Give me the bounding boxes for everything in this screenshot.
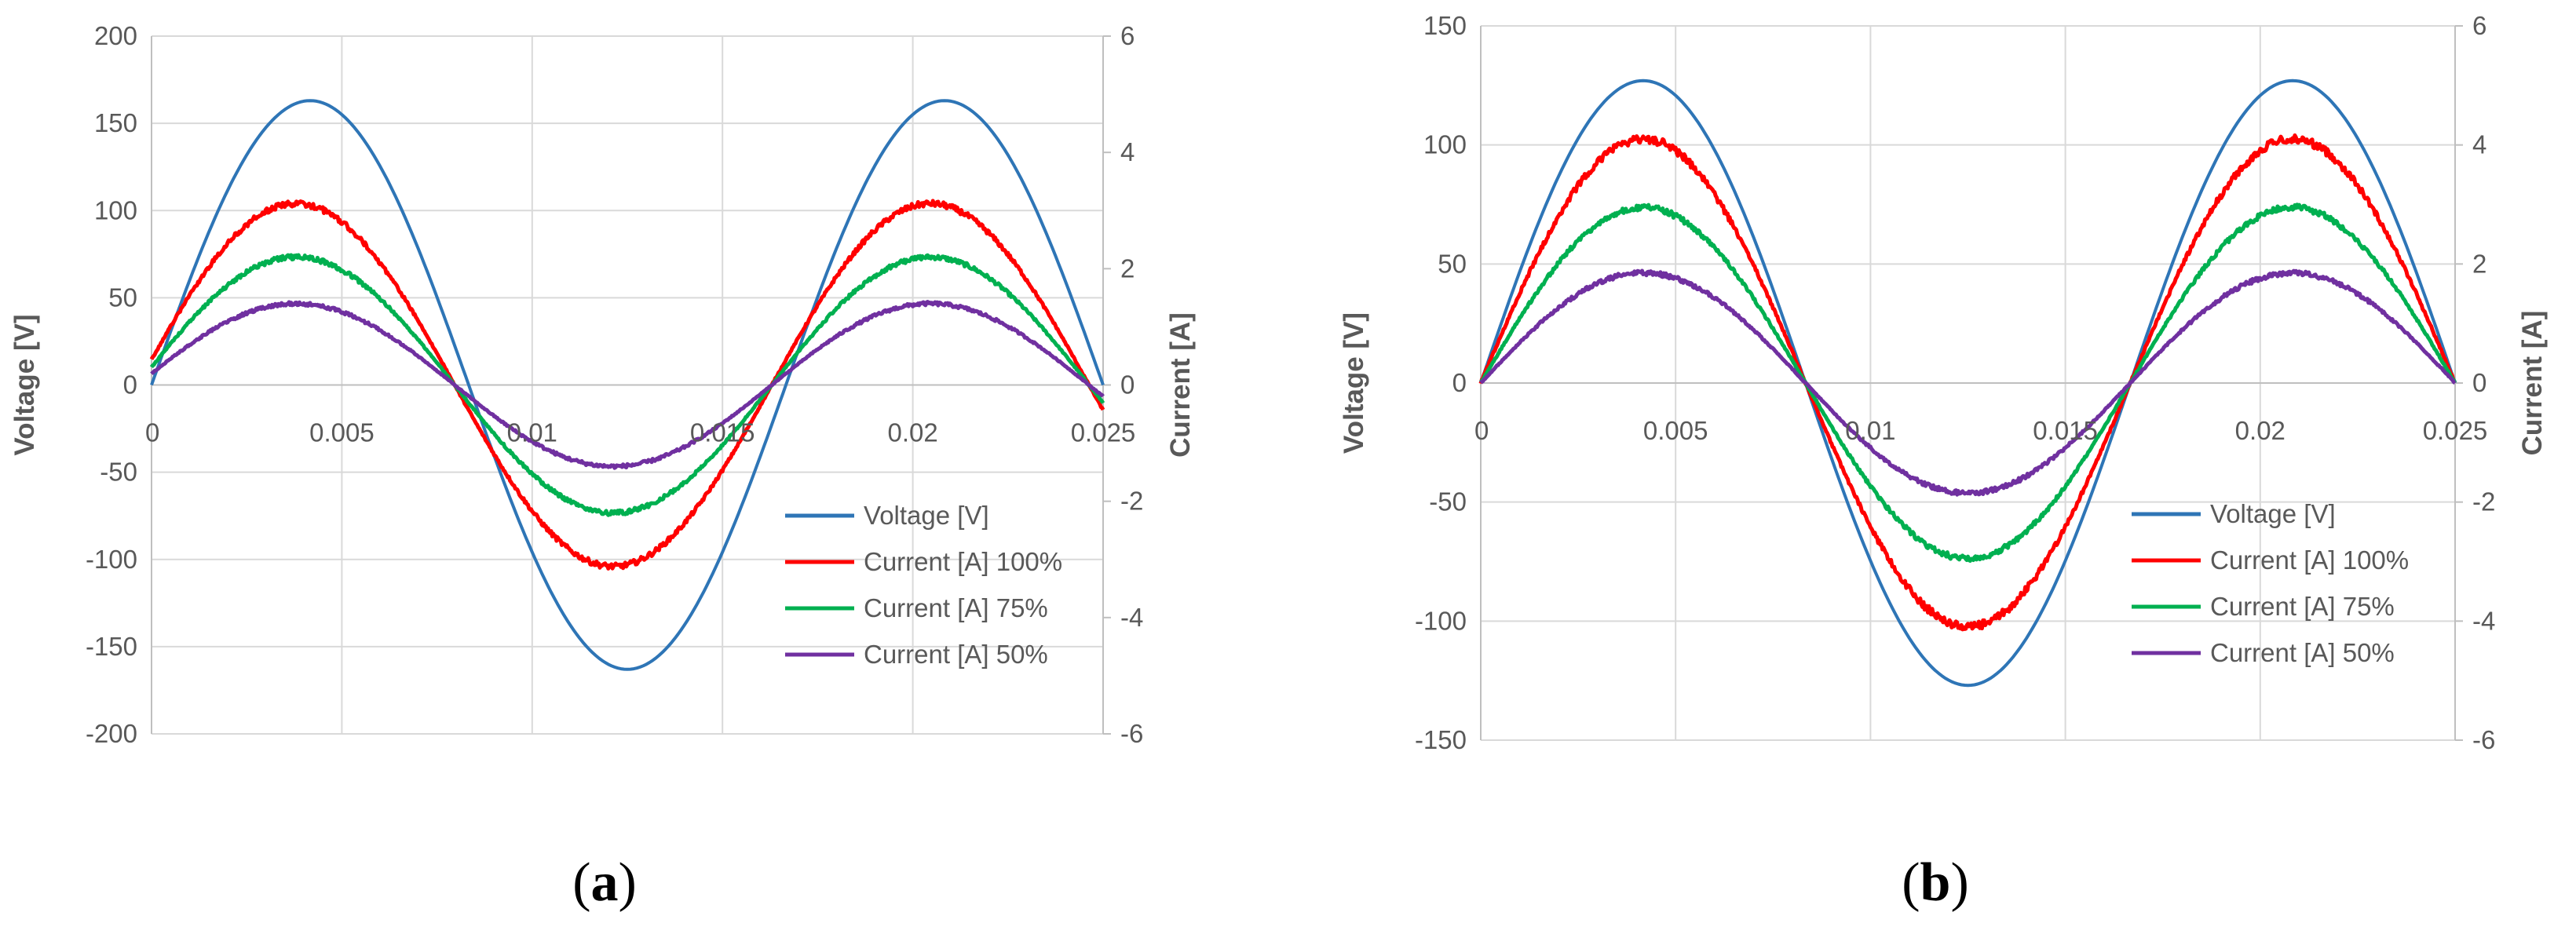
y-tick-label: -150 [1415,725,1467,754]
y-axis-title: Voltage [V] [9,314,40,455]
y-tick-label: -200 [86,719,137,748]
y-tick-label: -100 [86,545,137,574]
y-tick-label: 50 [108,283,137,312]
y2-tick-label: 4 [1120,137,1135,166]
x-tick-label: 0.005 [309,418,375,447]
y2-tick-label: 6 [2472,11,2486,40]
y-tick-label: 150 [94,108,137,137]
y-axis-title: Voltage [V] [1339,312,1369,454]
y2-tick-label: 2 [1120,254,1135,283]
y-tick-label: -100 [1415,606,1467,635]
series-line-voltage-v [1479,78,2457,688]
series-line-current-a-50 [1479,268,2457,497]
x-tick-label: 0 [1474,416,1489,445]
y-tick-label: -50 [1429,487,1467,516]
x-tick-label: 0.02 [887,418,937,447]
y-tick-label: 100 [94,195,137,224]
series-group [1478,78,2457,688]
y2-tick-label: 4 [2472,130,2486,159]
y2-axis-title: Current [A] [2517,311,2548,456]
x-tick-label: 0.01 [1845,416,1895,445]
chart-panel-b: 150 100 50 0 -50 -100 -150 6 4 2 0 -2 -4 -6 0 0.005 0.01… [1288,0,2575,945]
y-tick-label: 0 [1452,368,1467,397]
legend-label: Current [A] 75% [2210,592,2395,621]
legend-label: Current [A] 50% [2210,638,2395,667]
x-tick-label: 0.01 [507,418,557,447]
y-tick-label: 50 [1438,249,1467,278]
y2-tick-label: -6 [2472,725,2495,754]
chart-panel-a: 200 150 100 50 0 -50 -100 -150 -200 6 4 2 0 -2 -4 -6 0 0.… [9,21,1196,913]
y-tick-label: -50 [100,458,137,487]
chart-b: 150 100 50 0 -50 -100 -150 6 4 2 0 -2 -4 -6 0 0.005 0.01… [1339,11,2548,754]
y-tick-label: 150 [1423,11,1467,40]
legend: Voltage [V] Current [A] 100% Current [A] 7… [785,501,1062,669]
y2-tick-label: -4 [1120,603,1143,632]
y2-tick-label: -4 [2472,606,2495,635]
x-tick-label: 0 [145,418,159,447]
y-tick-label: 200 [94,21,137,50]
series-line-voltage-v [150,99,1105,671]
y-tick-label: 100 [1423,130,1467,159]
legend-label: Current [A] 100% [864,547,1062,576]
y-tick-label: -150 [86,632,137,661]
series-line-current-a-100 [149,199,1105,571]
series-group [149,99,1105,671]
caption-b: (b) [1902,852,1969,913]
y2-tick-label: 6 [1120,21,1135,50]
y2-tick-label: -2 [1120,487,1143,516]
legend-label: Current [A] 50% [864,640,1048,669]
x-tick-label: 0.025 [1071,418,1136,447]
x-tick-label: 0.02 [2235,416,2286,445]
x-tick-label: 0.025 [2423,416,2488,445]
series-line-current-a-75 [149,253,1105,517]
legend-label: Current [A] 100% [2210,545,2409,575]
legend-label: Current [A] 75% [864,593,1048,622]
series-line-current-a-75 [1478,202,2457,563]
y2-tick-label: -2 [2472,487,2495,516]
caption-a: (a) [572,852,637,913]
legend-label: Voltage [V] [2210,499,2336,528]
x-tick-label: 0.005 [1643,416,1708,445]
series-line-current-a-50 [150,300,1105,470]
legend: Voltage [V] Current [A] 100% Current [A] 7… [2132,499,2409,667]
x-tick-label: 0.015 [2033,416,2098,445]
x-tick-label: 0.015 [690,418,755,447]
series-line-current-a-100 [1478,133,2457,632]
chart-a: 200 150 100 50 0 -50 -100 -150 -200 6 4 2 0 -2 -4 -6 0 0.… [9,21,1196,748]
y2-tick-label: 0 [1120,370,1135,400]
y2-axis-title: Current [A] [1165,312,1196,458]
y-tick-label: 0 [123,370,137,400]
legend-label: Voltage [V] [864,501,989,530]
y2-tick-label: 0 [2472,368,2486,397]
y2-tick-label: 2 [2472,249,2486,278]
y2-tick-label: -6 [1120,719,1143,748]
